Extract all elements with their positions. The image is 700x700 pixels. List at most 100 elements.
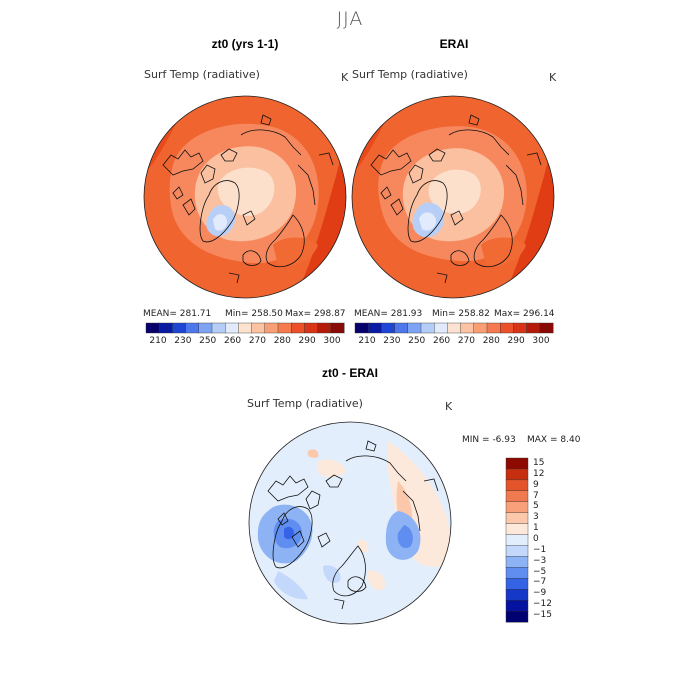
diff-colorbar: [505, 457, 529, 623]
diff-colorbar-swatch: [505, 567, 529, 579]
colorbar-swatch: [264, 322, 279, 334]
colorbar-tick-label: 210: [358, 336, 376, 346]
colorbar-swatch: [473, 322, 488, 334]
colorbar-tick-label: 250: [199, 336, 217, 346]
diff-units-label: K: [445, 400, 453, 413]
colorbar-swatch: [367, 322, 382, 334]
diff-colorbar-swatch: [505, 468, 529, 481]
diff-colorbar-swatch: [505, 599, 529, 612]
erai-stats-min: Min= 258.82: [432, 309, 490, 319]
colorbar-swatch: [394, 322, 409, 334]
model-variable-label: Surf Temp (radiative): [144, 68, 260, 81]
colorbar-tick-label: 230: [174, 336, 192, 346]
colorbar-tick-label: 300: [532, 336, 550, 346]
colorbar-swatch: [290, 322, 305, 334]
colorbar-tick-label: 230: [383, 336, 401, 346]
diff-colorbar-swatch: [505, 457, 529, 470]
erai-stats-max: Max= 296.14: [494, 309, 555, 319]
model-stats-max: Max= 298.87: [285, 309, 346, 319]
diff-colorbar-swatch: [505, 479, 529, 492]
diff-variable-label: Surf Temp (radiative): [247, 397, 363, 410]
diff-panel-title: zt0 - ERAI: [321, 366, 378, 380]
colorbar-swatch: [251, 322, 266, 334]
colorbar-swatch: [460, 322, 475, 334]
diff-colorbar-tick-label: −3: [533, 555, 547, 566]
diff-colorbar-tick-label: −12: [533, 599, 552, 610]
diff-colorbar-swatch: [505, 523, 529, 536]
colorbar-swatch: [158, 322, 173, 334]
erai-colorbar: [354, 322, 554, 334]
colorbar-swatch: [486, 322, 501, 334]
diff-colorbar-swatch: [505, 556, 529, 568]
colorbar-swatch: [172, 322, 187, 334]
colorbar-swatch: [304, 322, 319, 334]
diff-colorbar-swatch: [505, 578, 529, 590]
colorbar-tick-label: 270: [248, 336, 267, 346]
diff-colorbar-tick-label: 0: [533, 534, 539, 544]
colorbar-swatch: [277, 322, 292, 334]
model-stats-min: Min= 258.50: [225, 309, 283, 319]
model-stats-mean: MEAN= 281.71: [143, 309, 212, 319]
diff-polar-map: [248, 421, 452, 625]
model-panel-title: zt0 (yrs 1-1): [211, 37, 279, 51]
colorbar-swatch: [539, 322, 554, 334]
colorbar-swatch: [224, 322, 239, 334]
diff-stats-min: MIN = -6.93: [462, 435, 516, 445]
diff-colorbar-tick-label: 15: [533, 458, 545, 468]
colorbar-tick-label: 210: [149, 336, 167, 346]
colorbar-swatch: [407, 322, 422, 334]
colorbar-tick-label: 290: [507, 336, 525, 346]
diff-colorbar-tick-label: −15: [533, 610, 552, 620]
colorbar-swatch: [381, 322, 396, 334]
colorbar-tick-label: 280: [273, 336, 291, 346]
colorbar-swatch: [420, 322, 435, 334]
erai-variable-label: Surf Temp (radiative): [352, 68, 468, 81]
diff-colorbar-tick-label: −9: [533, 588, 547, 599]
colorbar-tick-label: 260: [432, 336, 451, 346]
diff-colorbar-tick-label: −5: [533, 566, 547, 577]
colorbar-tick-label: 250: [408, 336, 426, 346]
diff-colorbar-tick-label: 7: [533, 490, 539, 501]
colorbar-swatch: [185, 322, 200, 334]
erai-colorbar-labels: 210 230 250 260 270 280 290 300: [355, 336, 553, 348]
diff-colorbar-swatch: [505, 501, 529, 514]
season-title: JJA: [336, 8, 364, 30]
diff-colorbar-swatch: [505, 545, 529, 557]
colorbar-swatch: [526, 322, 541, 334]
colorbar-swatch: [330, 322, 345, 334]
colorbar-swatch: [354, 322, 369, 334]
colorbar-swatch: [211, 322, 226, 334]
diff-stats-max: MAX = 8.40: [527, 435, 581, 445]
diff-colorbar-tick-label: 1: [533, 523, 539, 534]
colorbar-tick-label: 280: [482, 336, 500, 346]
erai-stats-mean: MEAN= 281.93: [354, 309, 423, 319]
model-colorbar: [145, 322, 345, 334]
diff-colorbar-labels: 15 12 9 7 5 3 1 0 −1 −3 −5 −7 −9 −12 −15: [533, 458, 573, 622]
model-colorbar-labels: 210 230 250 260 270 280 290 300: [146, 336, 344, 348]
colorbar-tick-label: 290: [298, 336, 316, 346]
colorbar-swatch: [238, 322, 253, 334]
diff-colorbar-tick-label: −1: [533, 544, 547, 555]
diff-colorbar-tick-label: 12: [533, 468, 545, 479]
colorbar-tick-label: 300: [323, 336, 341, 346]
model-units-label: K: [341, 71, 349, 84]
colorbar-swatch: [145, 322, 160, 334]
erai-units-label: K: [549, 71, 557, 84]
diff-colorbar-tick-label: −7: [533, 577, 547, 588]
colorbar-swatch: [447, 322, 462, 334]
diff-colorbar-swatch: [505, 610, 529, 623]
model-polar-map: [143, 95, 347, 299]
colorbar-swatch: [433, 322, 448, 334]
diff-colorbar-swatch: [505, 588, 529, 601]
colorbar-swatch: [513, 322, 528, 334]
colorbar-swatch: [499, 322, 514, 334]
colorbar-swatch: [317, 322, 332, 334]
colorbar-tick-label: 260: [223, 336, 242, 346]
diff-colorbar-tick-label: 5: [533, 501, 539, 512]
colorbar-swatch: [198, 322, 213, 334]
diff-colorbar-swatch: [505, 512, 529, 525]
diff-colorbar-tick-label: 3: [533, 512, 539, 523]
colorbar-tick-label: 270: [457, 336, 476, 346]
erai-panel-title: ERAI: [439, 37, 469, 51]
diff-colorbar-swatch: [505, 534, 529, 546]
